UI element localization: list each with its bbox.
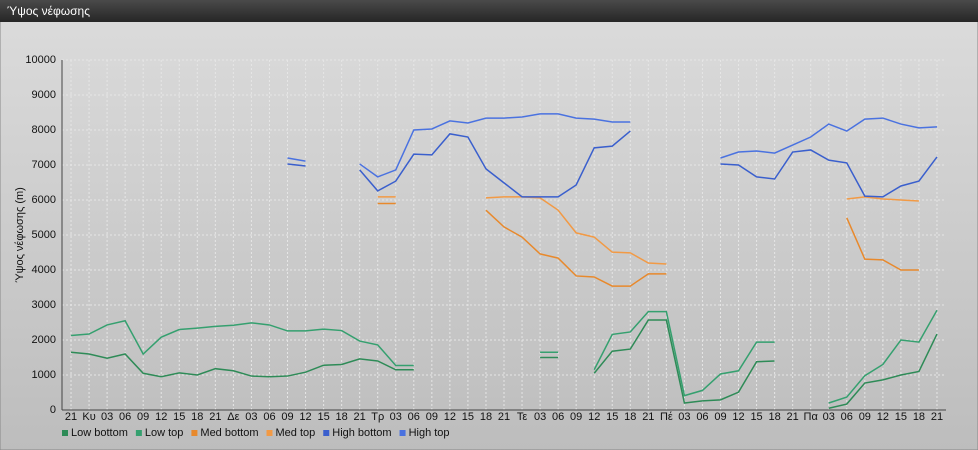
x-tick-label: 09 bbox=[859, 411, 871, 423]
legend-label: High bottom bbox=[332, 427, 391, 439]
title-bar bbox=[0, 0, 978, 22]
x-tick-label: 15 bbox=[895, 411, 907, 423]
series-line bbox=[70, 319, 938, 409]
x-tick-label: 15 bbox=[606, 411, 618, 423]
series-line bbox=[287, 113, 938, 178]
legend-marker bbox=[191, 430, 198, 436]
x-tick-label: 03 bbox=[101, 411, 113, 423]
x-tick-label: 21 bbox=[642, 411, 654, 423]
x-tick-label: Κυ bbox=[82, 411, 95, 423]
y-tick-label: 3000 bbox=[32, 299, 56, 311]
x-tick-label: 21 bbox=[354, 411, 366, 423]
x-tick-label: Τε bbox=[517, 411, 528, 423]
legend-marker bbox=[62, 430, 68, 436]
x-tick-label: 21 bbox=[209, 411, 221, 423]
series-line bbox=[377, 202, 919, 287]
x-tick-label: 21 bbox=[787, 411, 799, 423]
y-tick-label: 8000 bbox=[32, 124, 56, 136]
x-tick-label: 12 bbox=[299, 411, 311, 423]
legend-marker bbox=[399, 430, 406, 436]
x-tick-label: 12 bbox=[732, 411, 744, 423]
y-tick-label: 4000 bbox=[32, 264, 56, 276]
x-tick-label: 15 bbox=[317, 411, 329, 423]
x-tick-label: 21 bbox=[931, 411, 943, 423]
x-tick-label: 09 bbox=[281, 411, 293, 423]
series-line bbox=[287, 130, 938, 198]
x-tick-label: 03 bbox=[390, 411, 402, 423]
x-tick-label: 15 bbox=[173, 411, 185, 423]
x-tick-label: 15 bbox=[750, 411, 762, 423]
y-tick-label: 7000 bbox=[32, 159, 56, 171]
y-tick-label: 1000 bbox=[32, 369, 56, 381]
x-tick-label: 21 bbox=[498, 411, 510, 423]
x-tick-label: 09 bbox=[426, 411, 438, 423]
series-line bbox=[377, 196, 919, 265]
x-tick-label: Δε bbox=[227, 411, 239, 423]
x-tick-label: Τρ bbox=[371, 411, 384, 423]
x-tick-label: 06 bbox=[408, 411, 420, 423]
legend-label: Low top bbox=[145, 427, 184, 439]
x-tick-label: 03 bbox=[245, 411, 257, 423]
x-tick-label: 06 bbox=[552, 411, 564, 423]
x-tick-label: 12 bbox=[588, 411, 600, 423]
x-tick-label: 15 bbox=[462, 411, 474, 423]
x-tick-label: 09 bbox=[137, 411, 149, 423]
x-tick-label: 03 bbox=[823, 411, 835, 423]
legend-label: Med bottom bbox=[200, 427, 258, 439]
x-tick-label: 06 bbox=[841, 411, 853, 423]
y-axis-label: Ύψος νέφωσης (m) bbox=[14, 187, 26, 283]
chart-title: Ύψος νέφωσης bbox=[7, 4, 90, 18]
x-tick-label: 18 bbox=[480, 411, 492, 423]
x-tick-label: 18 bbox=[624, 411, 636, 423]
x-tick-label: Πα bbox=[804, 411, 819, 423]
x-tick-label: 09 bbox=[714, 411, 726, 423]
y-tick-label: 10000 bbox=[25, 54, 56, 66]
x-tick-label: 18 bbox=[336, 411, 348, 423]
x-tick-label: 21 bbox=[65, 411, 77, 423]
y-tick-label: 2000 bbox=[32, 334, 56, 346]
x-tick-label: 03 bbox=[678, 411, 690, 423]
legend-marker bbox=[266, 430, 273, 436]
x-tick-label: 12 bbox=[155, 411, 167, 423]
y-tick-label: 5000 bbox=[32, 229, 56, 241]
legend-label: Low bottom bbox=[71, 427, 128, 439]
series-line bbox=[70, 309, 938, 404]
x-tick-label: 06 bbox=[119, 411, 131, 423]
x-tick-label: 18 bbox=[768, 411, 780, 423]
x-tick-label: 06 bbox=[263, 411, 275, 423]
x-tick-label: 03 bbox=[534, 411, 546, 423]
x-tick-label: 12 bbox=[877, 411, 889, 423]
legend-marker bbox=[135, 430, 142, 436]
y-tick-label: 6000 bbox=[32, 194, 56, 206]
x-tick-label: 06 bbox=[696, 411, 708, 423]
legend-label: Med top bbox=[276, 427, 316, 439]
x-tick-label: 18 bbox=[913, 411, 925, 423]
x-tick-label: 09 bbox=[570, 411, 582, 423]
x-tick-label: Πέ bbox=[660, 411, 673, 423]
y-tick-label: 0 bbox=[50, 404, 56, 416]
x-tick-label: 18 bbox=[191, 411, 203, 423]
legend-label: High top bbox=[409, 427, 450, 439]
legend-marker bbox=[323, 430, 330, 436]
y-tick-label: 9000 bbox=[32, 89, 56, 101]
x-tick-label: 12 bbox=[444, 411, 456, 423]
